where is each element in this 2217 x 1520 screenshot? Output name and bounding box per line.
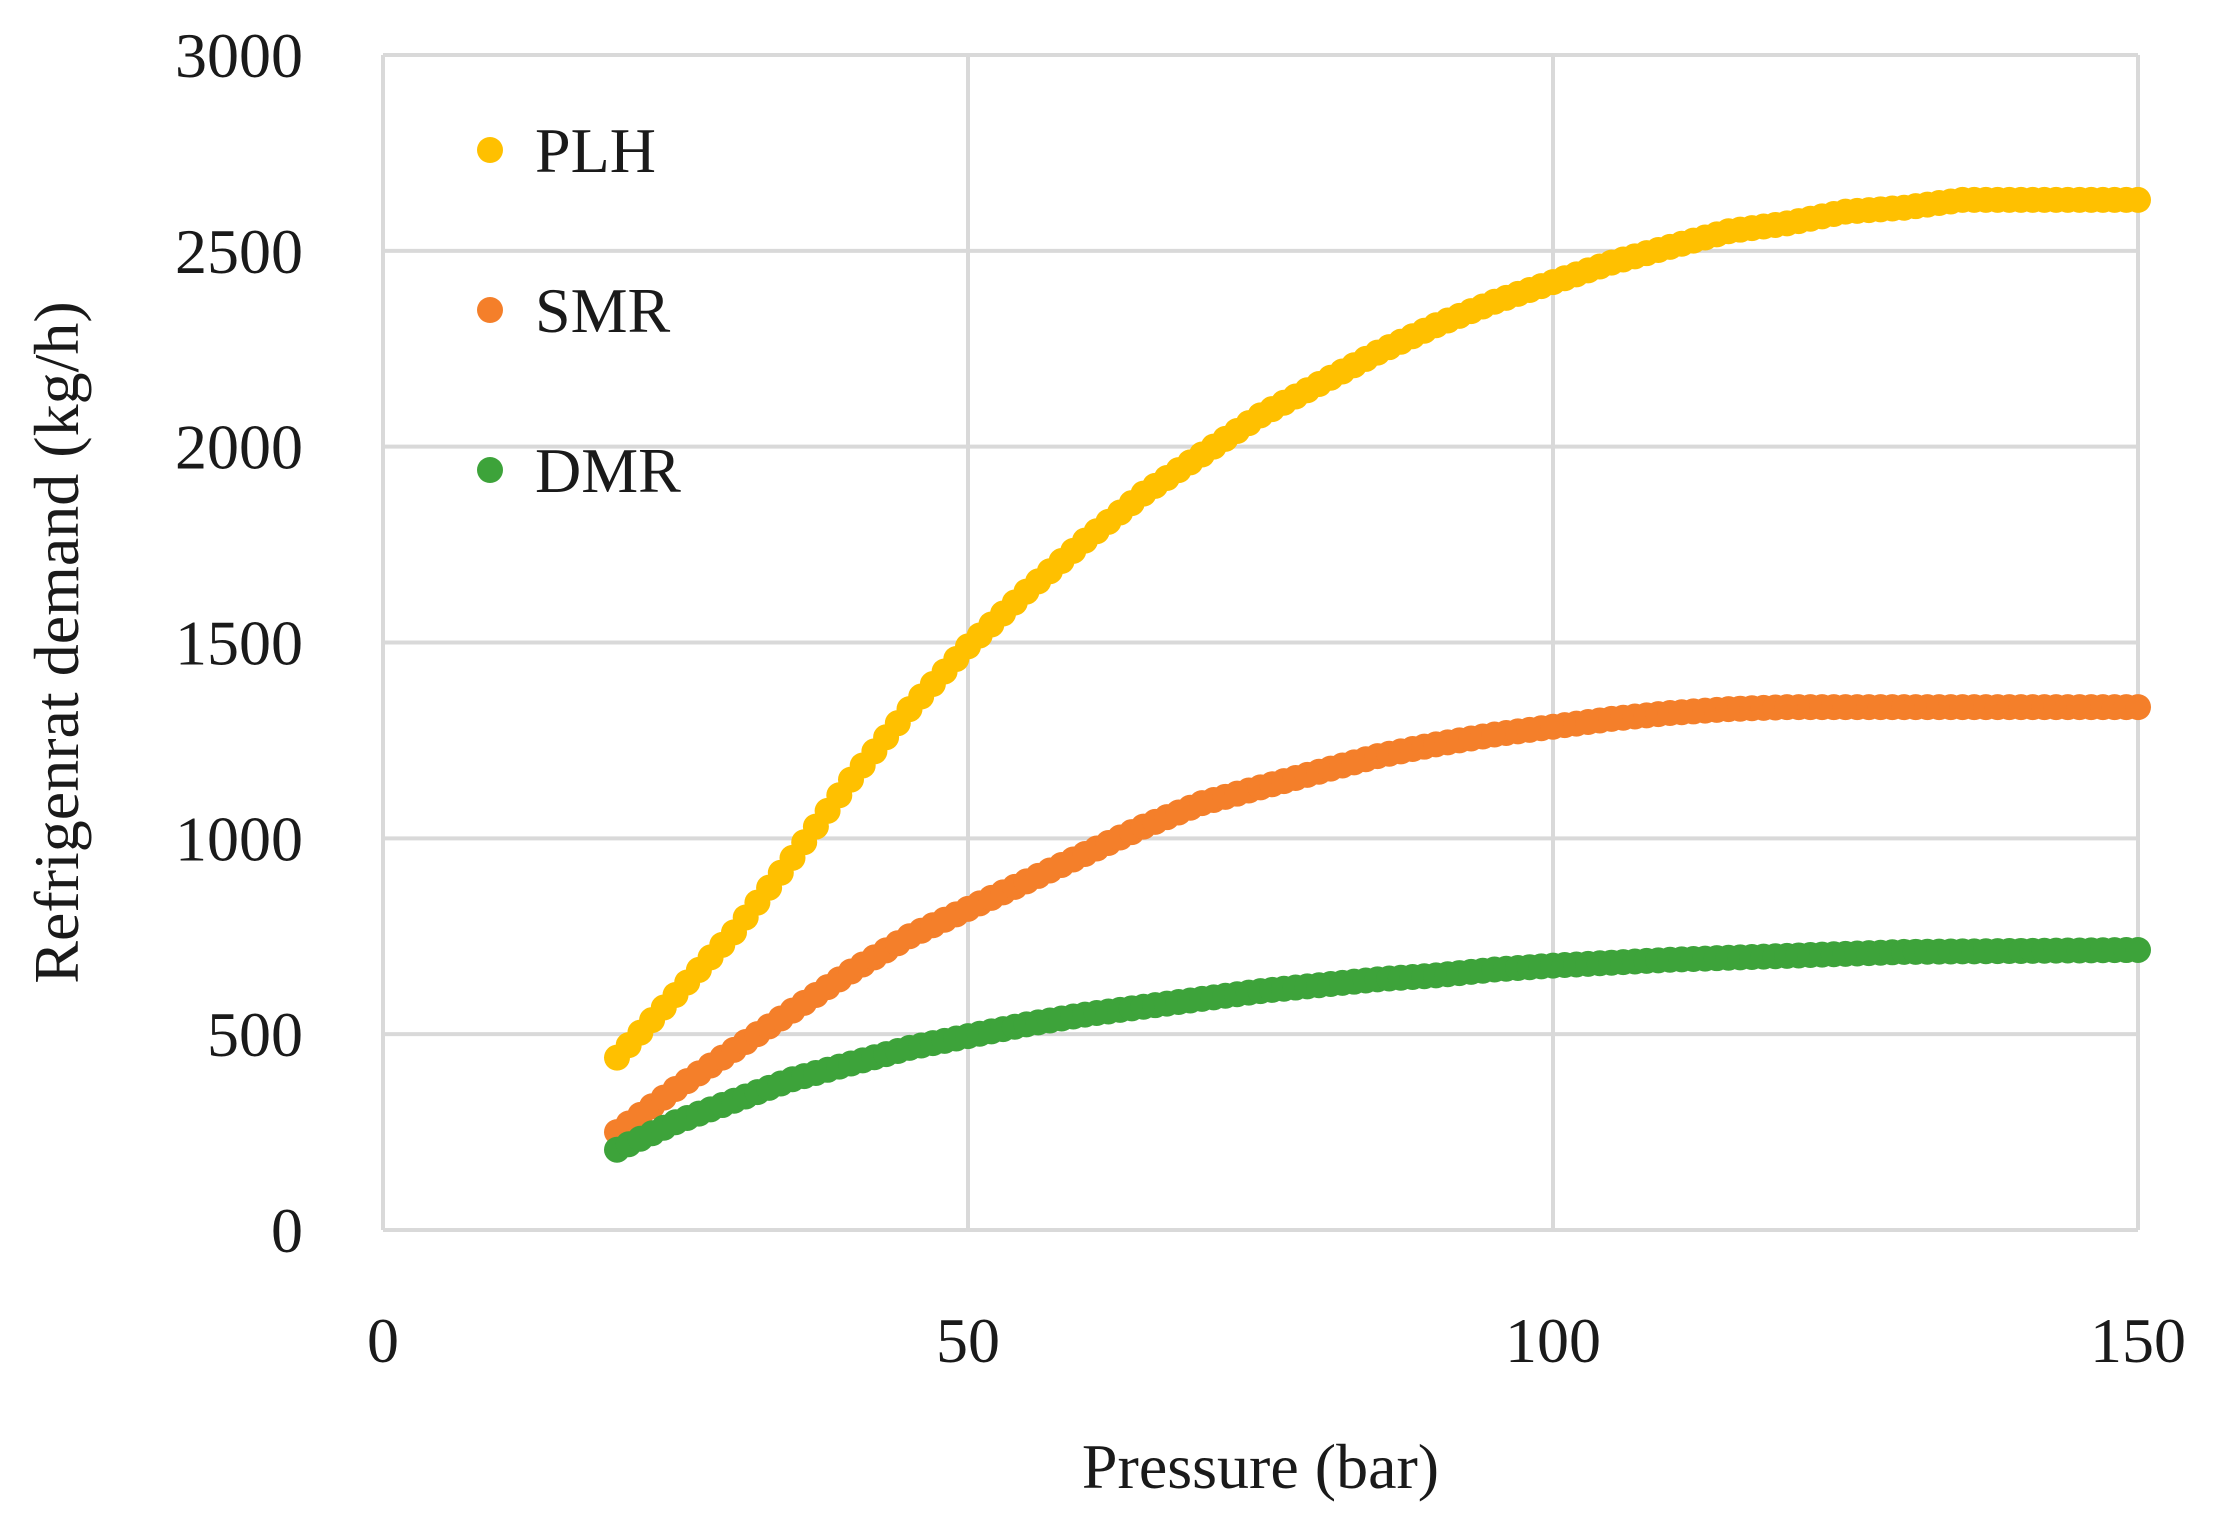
series-plh (604, 186, 2151, 1071)
y-tick-label: 1000 (175, 803, 303, 874)
x-axis-title: Pressure (bar) (1082, 1431, 1439, 1502)
y-tick-label: 3000 (175, 20, 303, 91)
plh-point (2125, 186, 2151, 213)
legend-label: PLH (535, 115, 656, 186)
legend-marker (477, 457, 503, 483)
y-tick-label: 0 (271, 1195, 303, 1266)
x-tick-label: 50 (936, 1305, 1000, 1376)
x-tick-label: 100 (1505, 1305, 1601, 1376)
x-tick-label: 150 (2090, 1305, 2186, 1376)
legend-marker (477, 297, 503, 323)
series-dmr (604, 936, 2151, 1163)
legend-label: DMR (535, 435, 681, 506)
y-axis-ticks: 0 500 1000 1500 2000 2500 3000 (175, 20, 303, 1266)
y-tick-label: 2000 (175, 412, 303, 483)
series-smr (604, 694, 2151, 1146)
data-points (604, 186, 2151, 1163)
legend-item-smr: SMR (477, 275, 671, 346)
legend-item-dmr: DMR (477, 435, 681, 506)
y-tick-label: 1500 (175, 608, 303, 679)
smr-point (2125, 694, 2151, 721)
legend-item-plh: PLH (477, 115, 656, 186)
y-axis-title: Refrigenrat demand (kg/h) (21, 301, 92, 983)
legend-label: SMR (535, 275, 671, 346)
grid (381, 53, 2140, 1232)
dmr-point (2125, 936, 2151, 963)
legend-marker (477, 137, 503, 163)
x-tick-label: 0 (367, 1305, 399, 1376)
legend: PLH SMR DMR (477, 115, 681, 506)
x-axis-ticks: 0 50 100 150 (367, 1305, 2186, 1376)
y-tick-label: 2500 (175, 216, 303, 287)
y-tick-label: 500 (207, 999, 303, 1070)
